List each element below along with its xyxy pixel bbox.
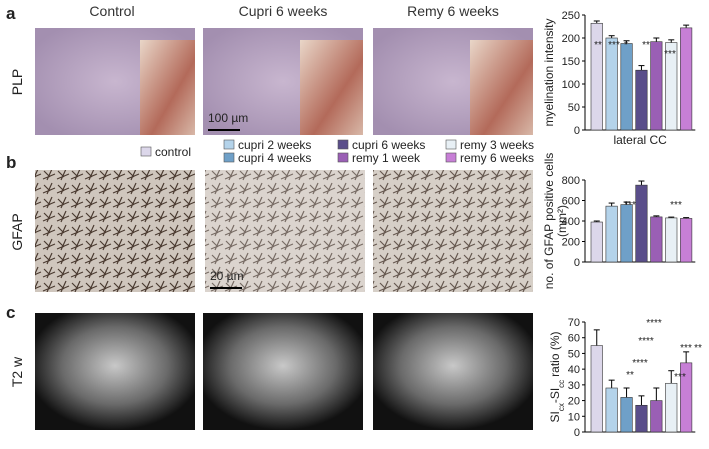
significance: **	[642, 40, 650, 51]
bar	[680, 27, 693, 131]
y-axis-label-part: -SI	[548, 388, 562, 403]
y-axis-label: no. of GFAP positive cells	[542, 153, 556, 290]
column-header: Remy 6 weeks	[407, 3, 499, 19]
legend-label: cupri 2 weeks	[238, 138, 311, 152]
y-tick-label: 0	[574, 427, 580, 439]
legend-label: cupri 4 weeks	[238, 151, 311, 165]
bar	[680, 218, 693, 263]
significance: ***	[608, 40, 620, 51]
y-tick-label: 250	[562, 10, 580, 22]
bar	[620, 397, 633, 433]
bar	[590, 221, 603, 263]
bar	[605, 37, 618, 131]
legend-swatch	[140, 146, 152, 157]
row-label: T2 w	[9, 356, 25, 387]
legend-label: remy 3 weeks	[460, 138, 534, 152]
significance: ****	[646, 318, 662, 329]
y-axis-label-part: cx	[557, 403, 566, 411]
legend-swatch	[337, 152, 349, 163]
legend-swatch	[223, 139, 235, 150]
panel-letter: c	[6, 303, 15, 322]
y-tick-label: 100	[562, 79, 580, 91]
bar	[665, 217, 678, 263]
legend-swatch	[445, 139, 457, 150]
significance: **	[694, 343, 702, 354]
significance: ****	[638, 336, 654, 347]
y-tick-label: 600	[562, 196, 580, 208]
column-header: Control	[89, 3, 134, 19]
legend-label: remy 1 week	[352, 151, 421, 165]
row-label: GFAP	[9, 213, 25, 250]
x-axis-label: lateral CC	[613, 133, 667, 147]
y-tick-label: 400	[562, 216, 580, 228]
bar	[635, 184, 648, 263]
bar	[650, 400, 663, 433]
legend-swatch	[223, 152, 235, 163]
significance: **	[594, 40, 602, 51]
column-header: Cupri 6 weeks	[239, 3, 328, 19]
significance: ***	[624, 200, 636, 211]
significance: **	[626, 370, 634, 381]
bar	[650, 216, 663, 263]
legend-label: control	[155, 145, 191, 159]
images	[35, 28, 533, 430]
y-axis-label-part: ratio (%)	[548, 331, 562, 376]
bar	[635, 404, 648, 433]
y-axis-label: (mm²)	[555, 205, 569, 237]
y-axis-label: SIcx-SIcc ratio (%)	[548, 331, 566, 422]
y-tick-label: 20	[568, 396, 580, 408]
y-tick-label: 40	[568, 364, 580, 376]
significance: *	[624, 40, 628, 51]
y-tick-label: 30	[568, 380, 580, 392]
y-tick-label: 200	[562, 237, 580, 249]
bar	[620, 43, 633, 131]
legend-label: remy 6 weeks	[460, 151, 534, 165]
significance: ***	[670, 200, 682, 211]
significance: ***	[680, 343, 692, 354]
significance: ***	[664, 49, 676, 60]
y-tick-label: 0	[574, 125, 580, 137]
bar	[590, 345, 603, 433]
legend-label: cupri 6 weeks	[352, 138, 425, 152]
scale-bar-label: 20 µm	[210, 269, 244, 283]
y-tick-label: 800	[562, 175, 580, 187]
y-tick-label: 10	[568, 411, 580, 423]
bar	[680, 362, 693, 433]
scale-bar-label: 100 µm	[208, 111, 248, 125]
bar	[590, 22, 603, 131]
y-tick-label: 50	[568, 348, 580, 360]
y-tick-label: 0	[574, 257, 580, 269]
significance: ****	[632, 358, 648, 369]
y-tick-label: 70	[568, 317, 580, 329]
panel-letter: b	[6, 153, 16, 172]
legend-swatch	[445, 152, 457, 163]
panel-letter: a	[6, 4, 16, 23]
bar	[605, 387, 618, 433]
y-axis-label-part: SI	[548, 411, 562, 422]
bar	[665, 42, 678, 131]
bar	[665, 382, 678, 433]
bar	[650, 41, 663, 131]
y-tick-label: 150	[562, 56, 580, 68]
significance: ***	[674, 372, 686, 383]
y-tick-label: 50	[568, 102, 580, 114]
legend-swatch	[337, 139, 349, 150]
bar	[605, 205, 618, 263]
row-label: PLP	[9, 69, 25, 95]
bar	[620, 204, 633, 263]
y-tick-label: 60	[568, 333, 580, 345]
y-axis-label: myelination intensity	[542, 18, 556, 126]
y-axis-label-part: cc	[557, 380, 566, 388]
bar	[635, 69, 648, 131]
y-tick-label: 200	[562, 33, 580, 45]
